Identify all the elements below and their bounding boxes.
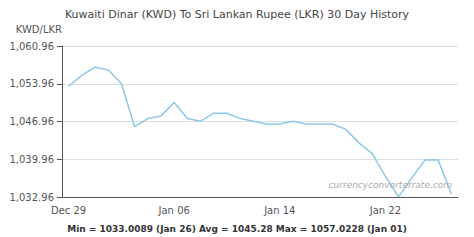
svg-text:Kuwaiti Dinar (KWD) To Sri Lan: Kuwaiti Dinar (KWD) To Sri Lankan Rupee … [65, 8, 410, 21]
svg-text:1,046.96: 1,046.96 [9, 116, 54, 127]
svg-text:Jan 06: Jan 06 [158, 205, 190, 216]
svg-text:KWD/LKR: KWD/LKR [16, 24, 62, 35]
svg-text:Min = 1033.0089 (Jan 26) Avg =: Min = 1033.0089 (Jan 26) Avg = 1045.28 M… [67, 224, 407, 234]
svg-text:currencyconverterrate.com: currencyconverterrate.com [329, 180, 453, 190]
svg-text:1,039.96: 1,039.96 [9, 154, 54, 165]
svg-text:1,032.96: 1,032.96 [9, 192, 54, 203]
svg-text:Dec 29: Dec 29 [51, 205, 86, 216]
svg-text:Jan 22: Jan 22 [369, 205, 401, 216]
svg-text:Jan 14: Jan 14 [263, 205, 295, 216]
svg-text:1,053.96: 1,053.96 [9, 78, 54, 89]
svg-text:1,060.96: 1,060.96 [9, 41, 54, 52]
